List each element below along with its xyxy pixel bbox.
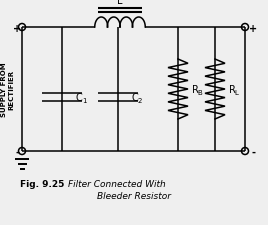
Text: -: - bbox=[251, 147, 255, 157]
Text: SUPPLY FROM
RECTIFIER: SUPPLY FROM RECTIFIER bbox=[2, 62, 14, 117]
Text: C: C bbox=[76, 93, 83, 103]
Text: R: R bbox=[229, 85, 236, 94]
Text: B: B bbox=[197, 90, 202, 96]
Text: -: - bbox=[15, 147, 19, 157]
Text: Bleeder Resistor: Bleeder Resistor bbox=[97, 191, 171, 200]
Text: 2: 2 bbox=[138, 98, 142, 104]
Text: C: C bbox=[132, 93, 139, 103]
Text: 1: 1 bbox=[82, 98, 87, 104]
Text: +: + bbox=[249, 24, 257, 34]
Text: +: + bbox=[13, 24, 21, 34]
Text: Fig. 9.25: Fig. 9.25 bbox=[20, 179, 64, 188]
Text: R: R bbox=[192, 85, 199, 94]
Text: L: L bbox=[117, 0, 123, 6]
Text: L: L bbox=[234, 90, 238, 96]
Text: Filter Connected With: Filter Connected With bbox=[68, 179, 166, 188]
